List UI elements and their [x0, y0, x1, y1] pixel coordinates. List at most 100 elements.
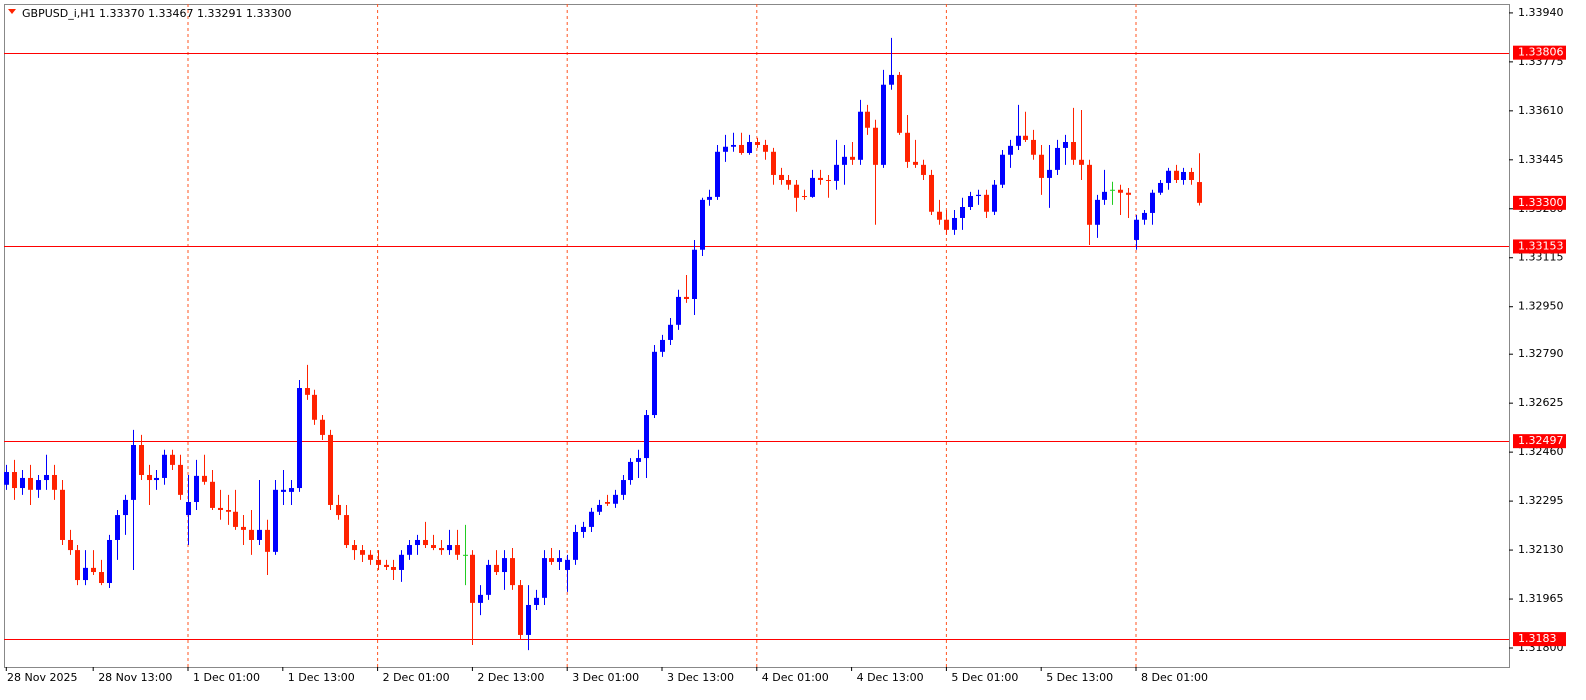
- candle-body: [542, 558, 547, 598]
- candle-body: [802, 196, 807, 198]
- x-tick-label: 3 Dec 01:00: [572, 671, 639, 684]
- candle-body: [123, 499, 128, 516]
- candle-body: [644, 415, 649, 459]
- candle-body: [320, 419, 325, 435]
- candle-body: [202, 475, 207, 482]
- x-tick-label: 28 Nov 2025: [7, 671, 77, 684]
- y-tick-label: 1.33940: [1518, 6, 1564, 19]
- candle-body: [1174, 170, 1179, 180]
- candle-body: [423, 539, 428, 546]
- candle-body: [534, 597, 539, 605]
- candle-body: [399, 554, 404, 570]
- candle-body: [605, 501, 610, 504]
- candle-body: [44, 474, 49, 481]
- chart-menu-arrow[interactable]: [8, 9, 16, 14]
- candle-body: [684, 296, 689, 299]
- candle-body: [636, 458, 641, 462]
- x-tick-label: 8 Dec 01:00: [1141, 671, 1208, 684]
- candle-body: [20, 477, 25, 489]
- x-tick-label: 5 Dec 13:00: [1046, 671, 1113, 684]
- candle-body: [1000, 154, 1005, 185]
- candle-body: [273, 489, 278, 552]
- candle-body: [170, 454, 175, 465]
- x-tick-label: 1 Dec 13:00: [288, 671, 355, 684]
- candle-body: [407, 545, 412, 555]
- candle-body: [162, 454, 167, 478]
- candle-body: [952, 217, 957, 230]
- y-tick-label: 1.31965: [1518, 592, 1564, 605]
- candle-body: [960, 206, 965, 218]
- candle-body: [858, 111, 863, 160]
- candle-body: [771, 151, 776, 175]
- candle-body: [715, 151, 720, 197]
- current-price-label: 1.33300: [1518, 196, 1564, 209]
- candle-body: [731, 144, 736, 147]
- level-label: 1.33153: [1518, 239, 1564, 252]
- x-tick-label: 3 Dec 13:00: [667, 671, 734, 684]
- candle-body: [1087, 164, 1092, 225]
- candle-body: [131, 445, 136, 500]
- candle-body: [581, 526, 586, 532]
- x-tick-label: 2 Dec 13:00: [477, 671, 544, 684]
- candle-body: [360, 550, 365, 555]
- x-tick-label: 2 Dec 01:00: [383, 671, 450, 684]
- candle-body: [660, 339, 665, 352]
- candle-body: [1189, 171, 1194, 180]
- candle-body: [652, 351, 657, 416]
- candle-body: [344, 515, 349, 546]
- level-box: [1513, 434, 1566, 449]
- candle-body: [502, 558, 507, 573]
- candle-body: [233, 511, 238, 527]
- candle-body: [1110, 189, 1115, 191]
- candle-body: [1102, 191, 1107, 200]
- candle-body: [889, 74, 894, 85]
- candle-body: [352, 545, 357, 551]
- level-box: [1513, 632, 1566, 647]
- candle-body: [842, 156, 847, 165]
- candle-body: [384, 564, 389, 567]
- candle-body: [194, 475, 199, 502]
- candle-body: [573, 531, 578, 560]
- candle-body: [676, 296, 681, 325]
- candle-body: [257, 529, 262, 540]
- candle-body: [83, 567, 88, 581]
- candle-body: [178, 464, 183, 495]
- candle-body: [478, 594, 483, 603]
- candle-body: [415, 539, 420, 546]
- candle-body: [439, 547, 444, 551]
- candle-body: [99, 572, 104, 584]
- candle-body: [834, 164, 839, 181]
- candle-body: [1197, 182, 1202, 203]
- y-tick-label: 1.32460: [1518, 445, 1564, 458]
- candle-body: [139, 445, 144, 475]
- candle-body: [470, 554, 475, 603]
- candle-body: [28, 477, 33, 490]
- candle-body: [4, 472, 9, 485]
- candle-body: [154, 477, 159, 481]
- candle-body: [913, 161, 918, 165]
- candle-body: [518, 585, 523, 635]
- candle-body: [486, 564, 491, 595]
- x-tick-label: 5 Dec 01:00: [951, 671, 1018, 684]
- candle-body: [549, 558, 554, 562]
- candle-body: [115, 515, 120, 540]
- candle-body: [455, 545, 460, 555]
- candle-body: [992, 184, 997, 212]
- candle-body: [431, 545, 436, 548]
- candle-body: [376, 559, 381, 565]
- candle-body: [984, 194, 989, 212]
- candle-body: [937, 211, 942, 220]
- chart-title: GBPUSD_i,H1 1.33370 1.33467 1.33291 1.33…: [22, 7, 291, 20]
- level-label: 1.32497: [1518, 434, 1564, 447]
- candle-body: [281, 489, 286, 492]
- candle-body: [12, 472, 17, 489]
- candle-body: [1047, 169, 1052, 178]
- level-label: 1.3183: [1518, 632, 1557, 645]
- candle-body: [1126, 192, 1131, 195]
- candle-body: [463, 554, 468, 556]
- candle-body: [147, 474, 152, 481]
- candle-body: [1063, 142, 1068, 148]
- candle-body: [249, 529, 254, 540]
- candle-body: [218, 507, 223, 511]
- candle-body: [447, 545, 452, 551]
